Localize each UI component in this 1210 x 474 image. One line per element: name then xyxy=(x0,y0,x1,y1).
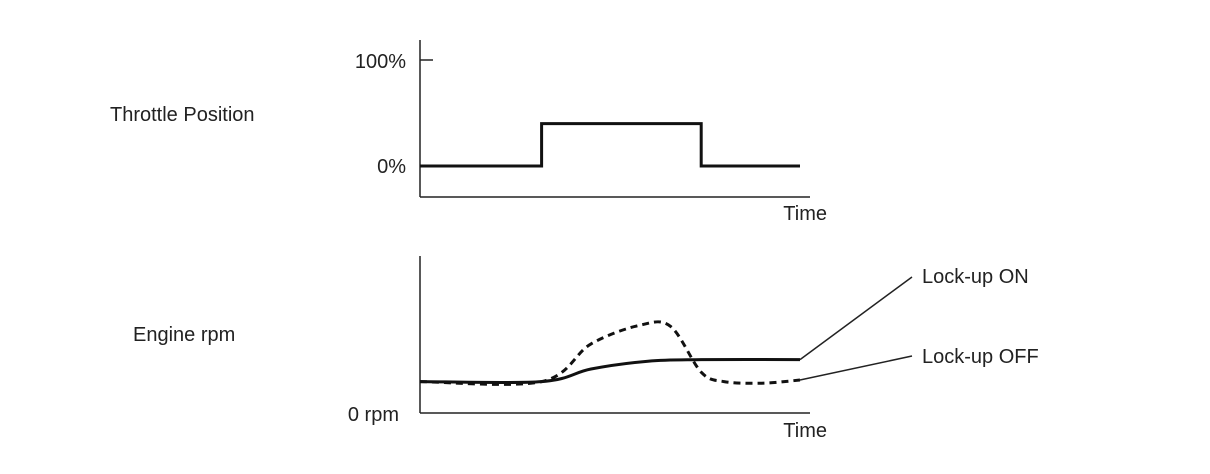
throttle-ylabel: Throttle Position xyxy=(110,104,255,126)
lockup-off-label: Lock-up OFF xyxy=(922,346,1039,368)
rpm-chart: Engine rpm 0 rpm Time Lock-up ON Lock-up… xyxy=(133,256,1039,442)
throttle-series-line xyxy=(420,122,800,168)
lockup-off-series-line xyxy=(419,320,801,386)
throttle-tick-label-0: 0% xyxy=(377,156,406,178)
throttle-xlabel: Time xyxy=(783,203,827,225)
throttle-tick-label-100: 100% xyxy=(355,51,406,73)
lockup-on-label: Lock-up ON xyxy=(922,266,1029,288)
lockup-on-leader-line xyxy=(799,276,913,361)
lockup-on-series-line xyxy=(419,358,801,385)
throttle-chart: Throttle Position 100% 0% Time xyxy=(110,40,827,225)
lockup-off-leader-line xyxy=(799,355,913,381)
rpm-xlabel: Time xyxy=(783,420,827,442)
rpm-ylabel: Engine rpm xyxy=(133,324,235,346)
rpm-tick-label-0: 0 rpm xyxy=(348,404,399,426)
